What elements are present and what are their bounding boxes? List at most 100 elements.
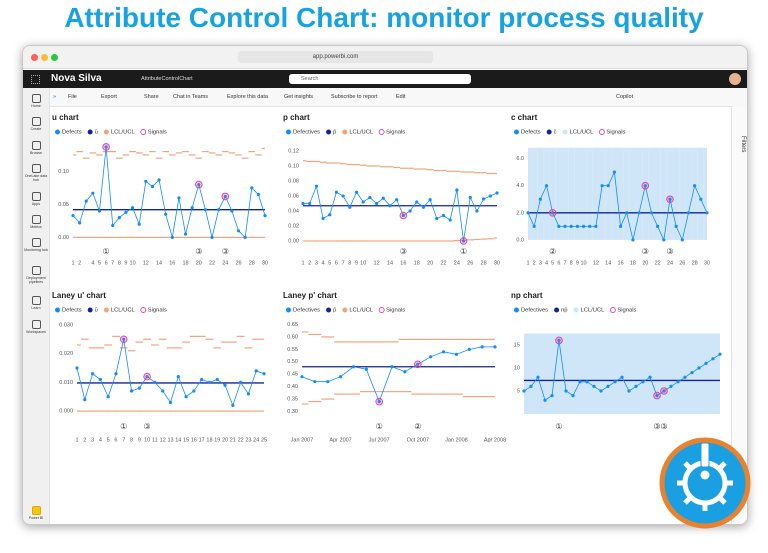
limit-band [604, 333, 612, 414]
x-tick-label: 23 [245, 437, 251, 443]
logo [659, 437, 751, 529]
data-point [301, 201, 305, 206]
x-tick-label: 12 [593, 260, 599, 266]
toolbar-item[interactable]: Edit [396, 94, 406, 100]
minimize-button[interactable] [41, 54, 48, 61]
legend-label: Defectives [521, 308, 548, 314]
limit-band [537, 147, 544, 240]
data-point [300, 375, 304, 379]
data-line [303, 184, 498, 242]
toolbar-item[interactable]: File [68, 94, 77, 100]
nav-item[interactable]: Apps [23, 192, 49, 206]
data-line [301, 346, 495, 403]
search-box[interactable]: Search [289, 74, 471, 84]
data-point [168, 400, 173, 405]
data-point [374, 201, 379, 206]
nav-item[interactable]: Workspaces [23, 320, 49, 334]
data-point [529, 384, 533, 388]
nav-item[interactable]: Metrics [23, 215, 49, 229]
x-tick-label: 18 [414, 260, 420, 266]
x-tick-label: 30 [704, 260, 710, 266]
limit-band [618, 333, 626, 414]
data-point [711, 357, 715, 361]
data-point [106, 395, 110, 399]
expand[interactable]: » [53, 94, 57, 100]
data-point [75, 366, 79, 370]
nav-item[interactable]: Home [23, 94, 49, 108]
toolbar-item[interactable]: Subscribe to report [331, 94, 378, 100]
data-point [551, 211, 555, 215]
close-button[interactable] [31, 54, 38, 61]
data-point [84, 199, 88, 203]
data-point [550, 394, 554, 398]
data-point [600, 184, 604, 188]
browser-window: app.powerbi.com Nova Silva AttributeCont… [22, 45, 748, 525]
x-tick-label: 2 [533, 260, 536, 266]
data-line [527, 170, 708, 242]
toolbar-item[interactable]: Copilot [616, 94, 634, 100]
data-point [351, 365, 356, 369]
limit-band [681, 333, 689, 414]
legend-marker [286, 129, 291, 135]
data-point [656, 224, 660, 228]
toolbar-item[interactable]: Get insights [284, 94, 314, 100]
y-tick-label: 0.55 [287, 347, 298, 353]
data-point [641, 380, 645, 384]
toolbar-item[interactable]: Export [101, 94, 117, 100]
y-tick-label: 10 [514, 365, 520, 371]
data-point [690, 371, 694, 375]
limit-band [679, 147, 686, 240]
x-tick-label: 20 [427, 260, 433, 266]
toolbar-item[interactable]: Explore this data [227, 94, 268, 100]
limit-band [674, 333, 682, 414]
toolbar-item[interactable]: Share [144, 94, 159, 100]
data-point [262, 372, 266, 376]
legend-marker [326, 307, 332, 313]
x-tick-label: 5 [107, 437, 110, 443]
y-tick-label: 0.12 [288, 148, 299, 154]
y-tick-label: 0.65 [287, 322, 298, 328]
report-name[interactable]: AttributeControlChart [141, 76, 193, 82]
nav-item[interactable]: Deployment pipelines [23, 266, 49, 284]
data-point [78, 221, 82, 225]
legend-marker [103, 129, 109, 135]
data-point [669, 384, 673, 388]
limit-band [702, 333, 710, 414]
data-point [230, 209, 234, 213]
data-point [203, 208, 208, 212]
nav-item[interactable]: OneLake data hub [23, 164, 49, 182]
x-tick-label: 28 [481, 260, 487, 266]
data-point [137, 386, 141, 390]
data-point [680, 238, 684, 242]
signal [143, 372, 151, 381]
x-tick-label: Jan 2007 [291, 437, 314, 443]
toolbar-item[interactable]: Chat in Teams [173, 94, 209, 100]
nav-item[interactable]: Browse [23, 141, 49, 155]
data-point [334, 190, 339, 194]
signal [399, 211, 408, 220]
filters-pane[interactable]: Filters [731, 106, 747, 524]
app-header: Nova Silva AttributeControlChart Search [23, 70, 747, 88]
signal [666, 195, 674, 204]
brand: Nova Silva [51, 73, 102, 84]
x-tick-label: 21 [230, 437, 236, 443]
signal [414, 360, 422, 369]
limit-band [660, 333, 668, 414]
nav-item[interactable]: Create [23, 117, 49, 131]
data-point [648, 375, 652, 379]
nav-item[interactable]: Learn [23, 296, 49, 310]
nav-item[interactable]: Power BI [23, 506, 49, 520]
limit-band [555, 333, 563, 414]
x-tick-label: 1 [301, 260, 304, 266]
zoom-button[interactable] [51, 54, 58, 61]
data-point [592, 384, 596, 388]
data-point [522, 389, 526, 393]
nav-item[interactable]: Monitoring hub [23, 238, 49, 252]
app-launcher[interactable] [31, 75, 40, 84]
address-bar[interactable]: app.powerbi.com [238, 51, 433, 63]
avatar[interactable] [729, 73, 741, 85]
data-point [415, 200, 419, 204]
y-tick-label: 0.45 [287, 372, 298, 378]
